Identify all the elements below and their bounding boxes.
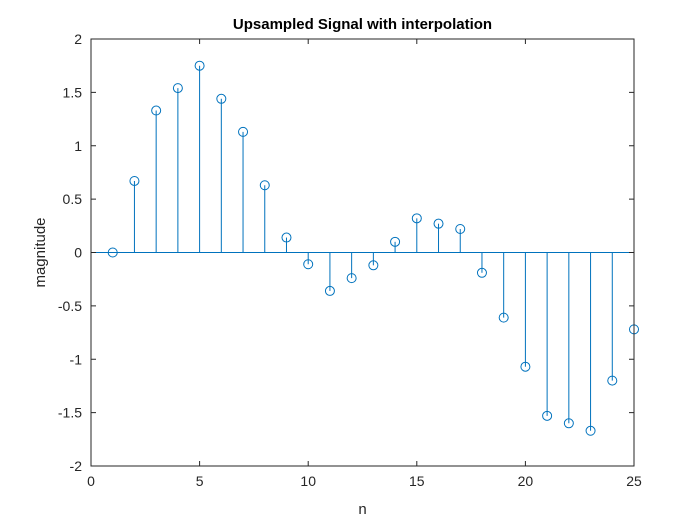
- stem-marker: [107, 247, 118, 258]
- x-tick-label: 5: [196, 473, 204, 489]
- y-tick-label: -1: [70, 351, 83, 367]
- x-tick-label: 25: [626, 473, 642, 489]
- stem-marker: [411, 213, 422, 224]
- x-axis-label: n: [358, 501, 366, 518]
- stem-marker: [129, 175, 140, 186]
- x-tick-label: 10: [300, 473, 316, 489]
- stem-marker: [281, 232, 292, 243]
- y-tick-label: 1: [74, 138, 82, 154]
- stem-marker: [346, 273, 357, 284]
- chart-title: Upsampled Signal with interpolation: [233, 16, 492, 33]
- x-tick-label: 20: [518, 473, 534, 489]
- markers-layer: [107, 60, 639, 436]
- x-tick-label: 0: [87, 473, 95, 489]
- stem-marker: [476, 267, 487, 278]
- stem-marker: [194, 60, 205, 71]
- y-axis-label: magnitude: [32, 217, 49, 287]
- stem-marker: [585, 425, 596, 436]
- stem-marker: [433, 218, 444, 229]
- stem-marker: [216, 93, 227, 104]
- stem-marker: [151, 105, 162, 116]
- y-tick-label: 0: [74, 245, 82, 261]
- x-tick-label: 15: [409, 473, 425, 489]
- stem-marker: [607, 375, 618, 386]
- stem-marker: [542, 410, 553, 421]
- stem-marker: [520, 361, 531, 372]
- stem-marker: [172, 83, 183, 94]
- y-tick-label: 2: [74, 31, 82, 47]
- stem-marker: [238, 126, 249, 137]
- y-tick-label: -1.5: [58, 405, 82, 421]
- y-tick-label: -0.5: [58, 298, 82, 314]
- stem-marker: [563, 418, 574, 429]
- stems-layer: [133, 65, 635, 431]
- ticks-layer: 0 5 10 15 20 25 -2 -1.5 -1 -0.5 0 0.5 1 1.5 2: [58, 31, 642, 489]
- stem-marker: [498, 312, 509, 323]
- y-tick-label: 0.5: [63, 191, 83, 207]
- stem-marker: [368, 260, 379, 271]
- stem-marker: [455, 224, 466, 235]
- stem-marker: [303, 259, 314, 270]
- y-tick-label: -2: [70, 458, 83, 474]
- stem-marker: [259, 180, 270, 191]
- stem-marker: [324, 285, 335, 296]
- y-tick-label: 1.5: [63, 84, 83, 100]
- stem-marker: [390, 236, 401, 247]
